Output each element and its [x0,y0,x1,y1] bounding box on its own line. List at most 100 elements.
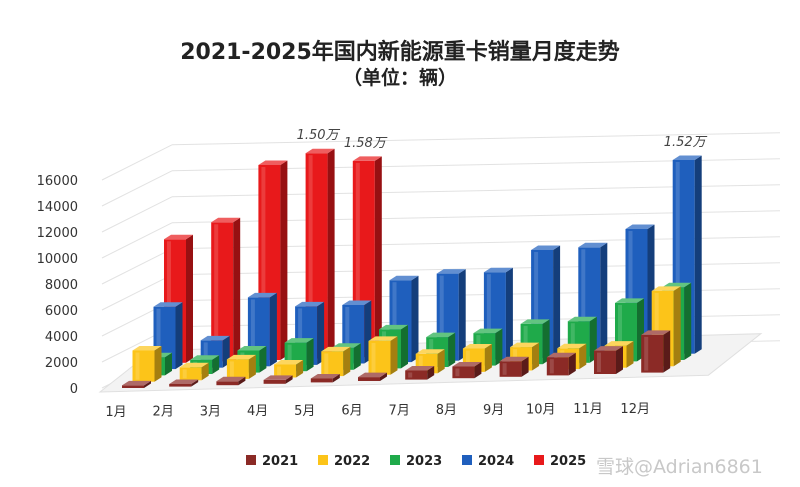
y-tick-label: 10000 [37,252,78,267]
bar-sheen [502,363,507,375]
legend-label-2022: 2022 [334,454,370,469]
bar-sheen [229,361,234,377]
bar-2021-11月 [594,346,623,374]
bar-side [280,160,288,360]
bar-2021-12月 [641,330,671,373]
bar-top [473,328,503,334]
bar-sheen [418,355,423,372]
bar-sheen [597,352,601,372]
legend-swatch-2021 [246,455,256,465]
bar-side [626,341,634,368]
bar-top [594,346,623,351]
x-tick-label: 2月 [153,405,174,420]
bar-sheen [167,241,171,361]
y-tick-label: 0 [70,382,78,397]
bar-side [484,344,492,372]
bar-top [274,360,304,365]
bar-top [216,376,246,382]
bar-sheen [324,353,329,375]
bar-top [247,292,277,298]
bar-top [358,372,387,378]
bar-sheen [287,344,292,370]
bar-top [567,316,597,322]
bar-top [531,245,561,250]
bar-top [499,356,529,362]
bar-2022-5月 [321,346,351,377]
bar-side [317,301,325,365]
gridline-depth [101,248,173,285]
bar-2022-3月 [226,354,256,379]
x-tick-label: 11月 [573,402,603,417]
bar-2021-7月 [405,366,435,380]
bar-2022-6月 [368,336,398,375]
bar-sheen [250,299,255,365]
bar-side [374,156,382,358]
bar-top [604,341,634,346]
bar-sheen [203,342,208,366]
data-label: 1.50万 [297,128,341,143]
bar-front [358,377,380,381]
bar-top [352,156,382,161]
bar-2021-4月 [263,375,293,384]
x-tick-label: 5月 [294,404,315,419]
bar-sheen [156,308,161,368]
bar-sheen [675,162,680,352]
bar-2025-2月 [211,217,241,362]
bar-side [673,286,681,367]
bar-top [331,343,361,348]
bar-side [448,332,456,367]
bar-2021-3月 [216,376,246,386]
bar-sheen [371,342,376,373]
legend-label-2021: 2021 [262,454,298,469]
bar-sheen [355,162,360,356]
bar-side [233,217,241,362]
bar-2021-2月 [169,379,199,387]
bar-side [521,356,529,377]
bar-side [553,245,561,358]
y-tick-label: 2000 [45,356,78,371]
bar-top [295,301,325,307]
bar-side [532,342,540,371]
bar-sheen [135,352,140,380]
bar-side [600,242,608,357]
bar-side [427,366,435,380]
gridline-depth [101,222,173,259]
bar-top [672,155,702,160]
bar-side [144,380,151,388]
bar-2021-9月 [499,356,529,377]
chart-title: 2021-2025年国内新能源重卡销量月度走势 [180,40,620,65]
bar-side [437,349,445,374]
bar-sheen [628,231,633,354]
bar-sheen [277,366,282,376]
bar-front [263,379,286,384]
bar-side [458,269,466,361]
bar-top [321,346,351,352]
bar-top [200,335,230,341]
bar-side [327,148,335,359]
bar-sheen [654,292,659,365]
bar-top [520,319,550,324]
bar-top [426,332,456,338]
bar-side [238,376,246,386]
bar-top [153,302,183,307]
bar-top [179,362,209,368]
bar-side [191,379,199,387]
gridline-depth [101,274,173,311]
x-tick-label: 3月 [200,404,221,419]
bar-top [305,148,335,154]
bar-side [694,155,702,354]
x-tick-label: 9月 [483,403,504,418]
legend-label-2024: 2024 [478,454,514,469]
bar-side [380,372,387,381]
y-tick-label: 6000 [45,304,78,319]
bar-side [401,324,408,369]
bar-side [684,282,692,360]
bar-top [462,344,492,349]
legend-label-2023: 2023 [406,454,442,469]
bar-side [306,338,314,372]
bar-sheen [392,282,397,361]
bar-top [190,355,220,360]
bar-front [310,378,333,383]
bar-top [557,343,587,349]
